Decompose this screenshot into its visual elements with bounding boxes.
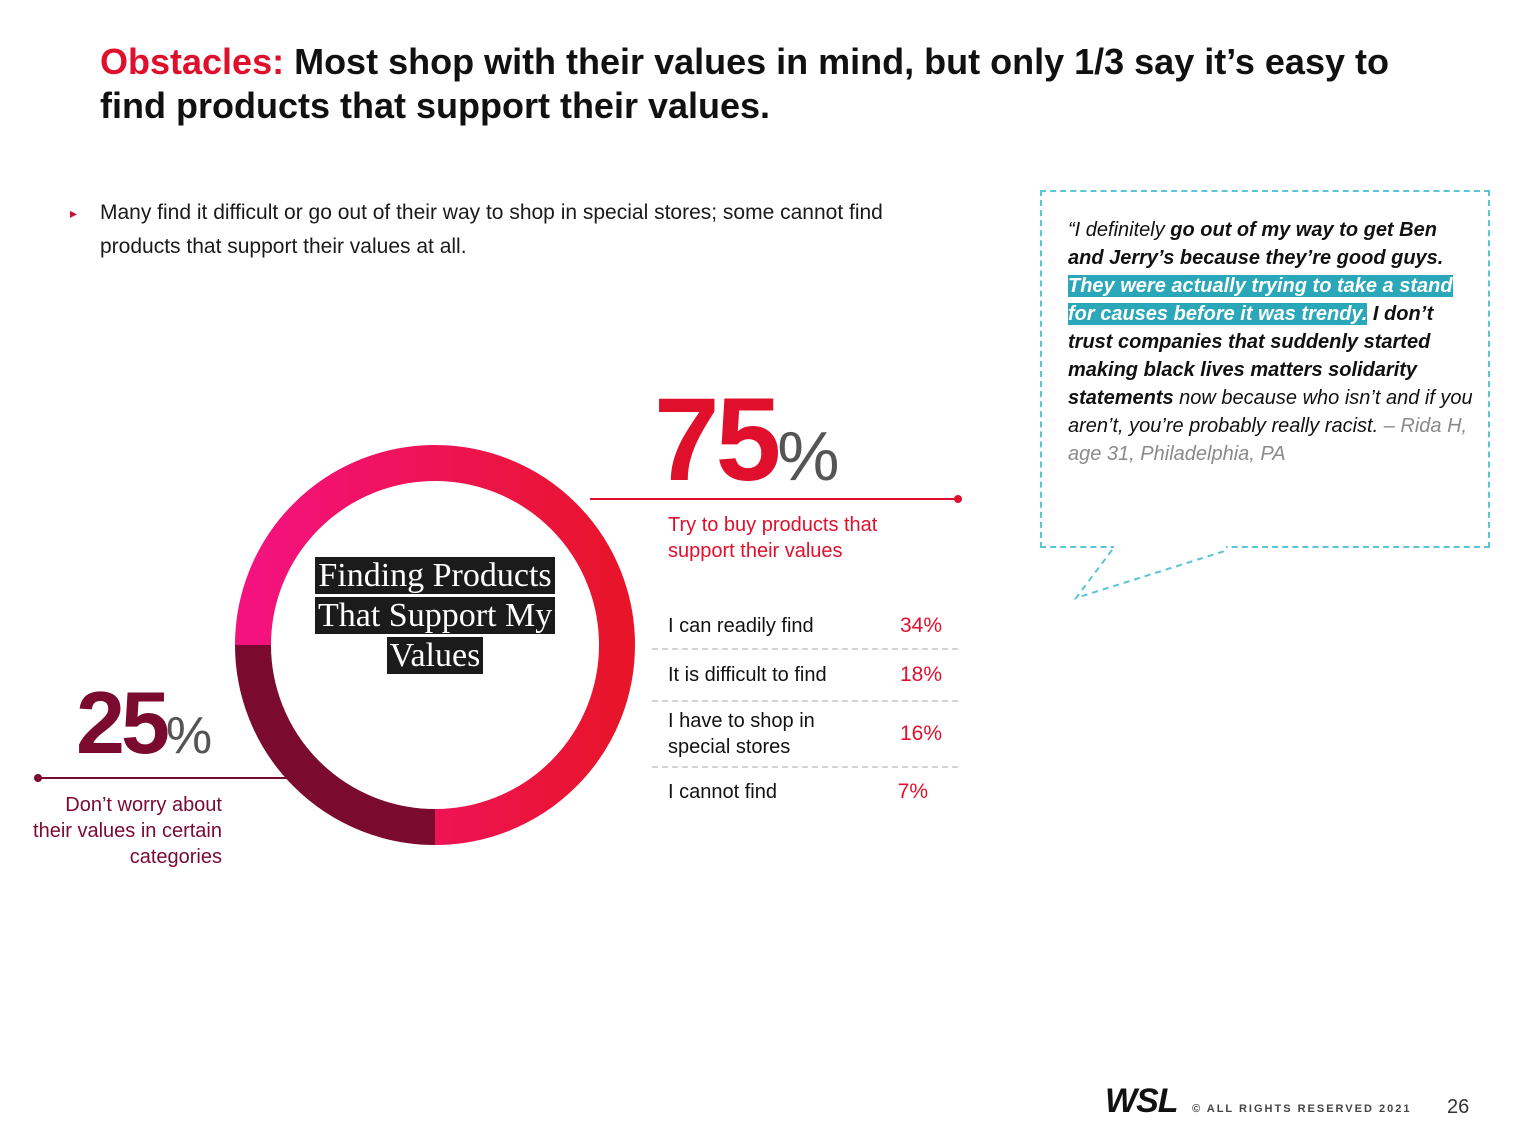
quote-attribution: – Rida H, age 31, Philadelphia, PA bbox=[1068, 415, 1468, 465]
donut-slice-25 bbox=[235, 644, 436, 845]
breakdown-value: 16% bbox=[899, 722, 942, 745]
wsl-logo: WSL bbox=[1105, 1082, 1179, 1120]
slide-title: Obstacles: Most shop with their values i… bbox=[100, 40, 1460, 128]
bullet-point: ▸ Many find it difficult or go out of th… bbox=[70, 196, 930, 264]
breakdown-row: I can readily find 34% bbox=[652, 604, 958, 650]
stat-25-sign: % bbox=[165, 707, 213, 765]
stat-25-value: 25% bbox=[76, 673, 213, 772]
donut-center-title: Finding Products That Support My Values bbox=[315, 556, 556, 676]
breakdown-label: I can readily find bbox=[668, 615, 814, 637]
title-accent: Obstacles: bbox=[100, 41, 285, 82]
bullet-text: Many find it difficult or go out of thei… bbox=[100, 201, 883, 258]
stat-25-label: Don’t worry about their values in certai… bbox=[33, 794, 222, 868]
breakdown-value: 34% bbox=[899, 614, 942, 637]
breakdown-row: I cannot find 7% bbox=[652, 768, 958, 816]
copyright-text: © ALL RIGHTS RESERVED 2021 bbox=[1192, 1103, 1412, 1115]
quote-part-5: now because who isn’t and if you aren’t,… bbox=[1068, 387, 1473, 437]
breakdown-label: It is difficult to find bbox=[668, 664, 827, 686]
quote-part-1: “I definitely bbox=[1068, 219, 1171, 241]
leader-dot-75 bbox=[954, 495, 962, 503]
stat-75-label: Try to buy products that support their v… bbox=[668, 514, 878, 562]
stat-75-sign: % bbox=[777, 417, 840, 495]
page-number: 26 bbox=[1447, 1096, 1470, 1118]
donut-slice-75 bbox=[235, 445, 635, 845]
breakdown-label: I cannot find bbox=[668, 781, 777, 803]
breakdown-label: I have to shop in special stores bbox=[668, 710, 815, 758]
quote-text: “I definitely go out of my way to get Be… bbox=[1068, 216, 1473, 468]
leader-dot-25 bbox=[34, 774, 42, 782]
quote-part-2: go out of my way to get Ben and Jerry’s … bbox=[1068, 219, 1444, 269]
breakdown-value: 7% bbox=[897, 780, 928, 803]
quote-part-4: I don’t trust companies that suddenly st… bbox=[1068, 303, 1434, 409]
breakdown-list: I can readily find 34% It is difficult t… bbox=[652, 604, 958, 816]
quote-box bbox=[1040, 190, 1490, 548]
title-text: Most shop with their values in mind, but… bbox=[100, 41, 1389, 126]
breakdown-row: I have to shop in special stores 16% bbox=[652, 702, 958, 768]
stat-75-value: 75% bbox=[654, 374, 840, 506]
breakdown-value: 18% bbox=[899, 663, 942, 686]
bullet-arrow-icon: ▸ bbox=[70, 205, 78, 221]
breakdown-row: It is difficult to find 18% bbox=[652, 650, 958, 702]
